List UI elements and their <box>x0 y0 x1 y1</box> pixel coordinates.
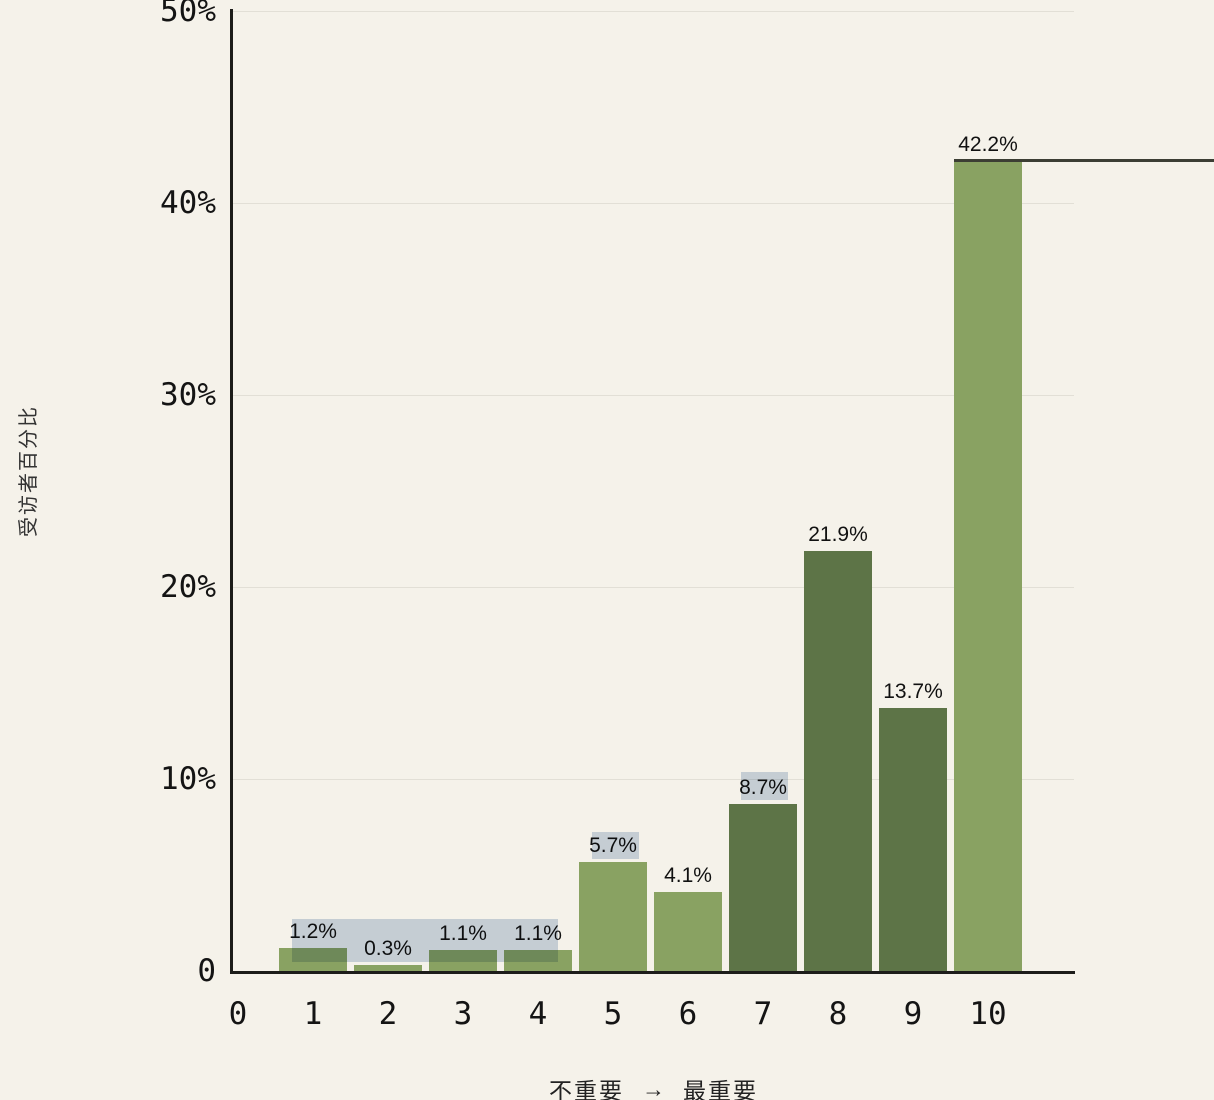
reference-line <box>954 158 1214 162</box>
bar-category-2 <box>354 965 422 971</box>
x-tick-label: 1 <box>303 996 323 1032</box>
bar-category-9 <box>879 708 947 971</box>
x-tick-label: 0 <box>228 996 248 1032</box>
x-axis-line <box>230 971 1075 974</box>
bar-value-label: 4.1% <box>664 864 712 887</box>
y-tick-label: 50% <box>160 0 216 29</box>
y-tick-label: 0 <box>197 953 216 989</box>
text-selection-highlight <box>741 772 788 800</box>
x-tick-label: 5 <box>603 996 623 1032</box>
x-tick-label: 6 <box>678 996 698 1032</box>
gridline <box>233 394 1074 396</box>
x-axis-title-right: 最重要 <box>683 1078 758 1100</box>
gridline <box>233 202 1074 204</box>
gridline <box>233 586 1074 588</box>
x-tick-label: 4 <box>528 996 548 1032</box>
x-axis-title: 不重要 → 最重要 <box>233 1072 1074 1100</box>
bar-category-7 <box>729 804 797 971</box>
x-tick-label: 10 <box>969 996 1007 1032</box>
x-tick-label: 2 <box>378 996 398 1032</box>
x-tick-label: 7 <box>753 996 773 1032</box>
x-tick-label: 8 <box>828 996 848 1032</box>
y-axis-line <box>230 9 233 974</box>
x-tick-label: 9 <box>903 996 923 1032</box>
y-tick-label: 10% <box>160 761 216 797</box>
bar-category-10 <box>954 161 1022 971</box>
y-tick-label: 40% <box>160 185 216 221</box>
bar-category-8 <box>804 551 872 971</box>
gridline <box>233 778 1074 780</box>
bar-value-label: 42.2% <box>958 133 1018 156</box>
right-arrow-icon: → <box>642 1075 665 1100</box>
bar-category-5 <box>579 862 647 971</box>
text-selection-highlight <box>592 832 639 859</box>
y-tick-label: 30% <box>160 377 216 413</box>
y-tick-label: 20% <box>160 569 216 605</box>
x-axis-title-left: 不重要 <box>549 1078 624 1100</box>
x-tick-label: 3 <box>453 996 473 1032</box>
text-selection-highlight <box>292 919 558 962</box>
bar-category-6 <box>654 892 722 971</box>
bar-value-label: 13.7% <box>883 680 943 703</box>
bar-value-label: 21.9% <box>808 523 868 546</box>
gridline <box>233 10 1074 12</box>
